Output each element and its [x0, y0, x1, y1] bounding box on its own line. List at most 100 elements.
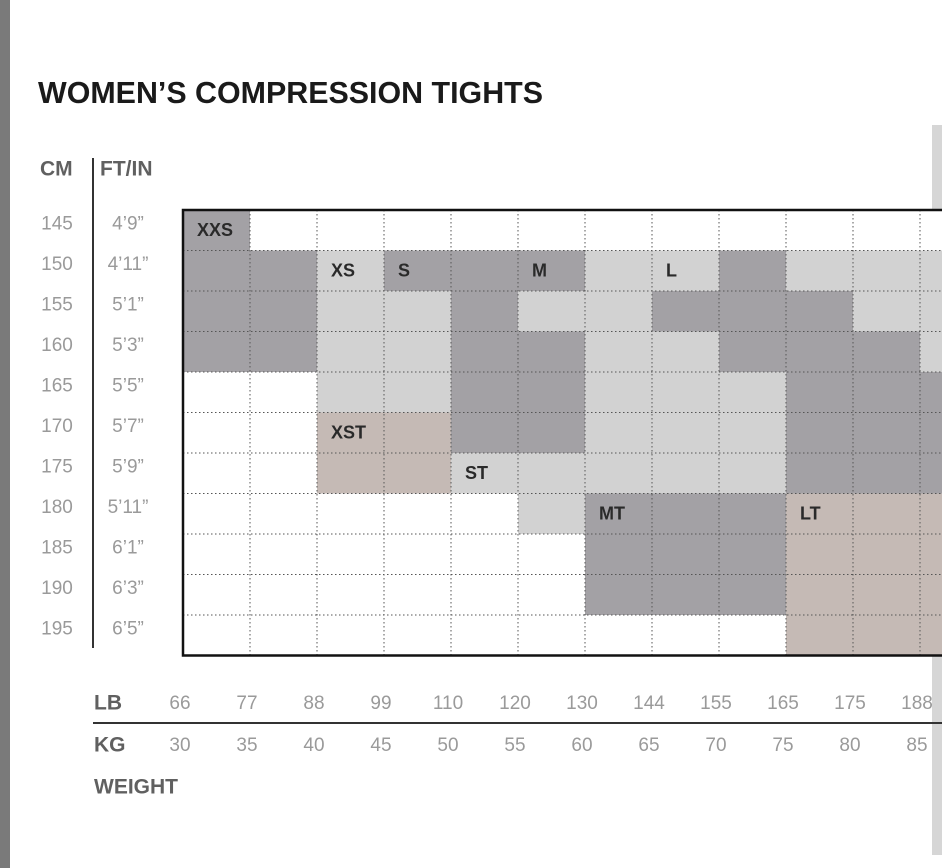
grid-cell [183, 291, 250, 332]
ftin-value: 6’1” [112, 537, 144, 558]
kg-value: 70 [705, 735, 726, 756]
ftin-value: 5’3” [112, 335, 144, 356]
grid-cell [183, 493, 250, 534]
grid-cell [384, 210, 451, 251]
grid-cell [920, 331, 942, 372]
grid-cell [183, 615, 250, 656]
lb-value: 155 [700, 693, 732, 714]
kg-value: 35 [236, 735, 257, 756]
grid-cell [451, 453, 518, 494]
grid-cell [250, 210, 317, 251]
grid-cell [920, 453, 942, 494]
ftin-value: 6’5” [112, 618, 144, 639]
kg-label: KG [94, 734, 126, 757]
size-label: L [666, 261, 677, 281]
kg-value: 65 [638, 735, 659, 756]
grid-cell [250, 615, 317, 656]
kg-value: 60 [571, 735, 592, 756]
ftin-value: 5’7” [112, 416, 144, 437]
kg-value: 85 [906, 735, 927, 756]
grid-cell [920, 534, 942, 575]
grid-cell [719, 615, 786, 656]
ftin-value: 4’9” [112, 213, 144, 234]
lb-value: 175 [834, 693, 866, 714]
grid-cell [853, 574, 920, 615]
grid-cell [384, 534, 451, 575]
grid-cell [719, 372, 786, 413]
grid-cell [920, 615, 942, 656]
cm-value: 175 [41, 456, 73, 477]
grid-cell [585, 331, 652, 372]
grid-cell [585, 291, 652, 332]
grid-cell [250, 250, 317, 291]
lb-value: 77 [236, 693, 257, 714]
grid-cell [719, 493, 786, 534]
grid-cell [853, 291, 920, 332]
grid-cell [853, 250, 920, 291]
grid-cell [317, 453, 384, 494]
grid-cell [317, 615, 384, 656]
size-grid [181, 208, 942, 657]
grid-cell [250, 291, 317, 332]
grid-cell [518, 250, 585, 291]
grid-cell [786, 291, 853, 332]
grid-cell [451, 493, 518, 534]
grid-cell [853, 453, 920, 494]
grid-cell [652, 291, 719, 332]
title: WOMEN’S COMPRESSION TIGHTS [38, 75, 543, 110]
grid-cell [451, 250, 518, 291]
grid-cell [183, 574, 250, 615]
grid-cell [518, 574, 585, 615]
grid-cell [853, 210, 920, 251]
grid-cell [652, 210, 719, 251]
grid-cell [451, 574, 518, 615]
cm-value: 170 [41, 416, 73, 437]
size-label: M [532, 261, 547, 281]
grid-cell [920, 493, 942, 534]
size-label: XS [331, 261, 355, 281]
grid-cell [250, 574, 317, 615]
grid-cell [451, 534, 518, 575]
cm-value: 150 [41, 254, 73, 275]
grid-cell [853, 493, 920, 534]
grid-cell [317, 534, 384, 575]
lb-value: 188 [901, 693, 933, 714]
grid-border [181, 208, 942, 657]
grid-cell [853, 534, 920, 575]
grid-cell [786, 412, 853, 453]
size-label: XST [331, 423, 366, 443]
grid-cell [518, 210, 585, 251]
grid-cell [719, 291, 786, 332]
grid-cell [183, 534, 250, 575]
grid-cell [451, 331, 518, 372]
lb-label: LB [94, 692, 122, 715]
ftin-value: 5’5” [112, 375, 144, 396]
grid-cell [317, 210, 384, 251]
grid-cell [786, 574, 853, 615]
lb-value: 165 [767, 693, 799, 714]
grid-cell [585, 493, 652, 534]
grid-cell [652, 412, 719, 453]
grid-cell [652, 534, 719, 575]
grid-cell [652, 574, 719, 615]
weight-label: WEIGHT [94, 776, 178, 799]
grid-cell [585, 372, 652, 413]
grid-cell [652, 331, 719, 372]
grid-cell [518, 372, 585, 413]
kg-value: 55 [504, 735, 525, 756]
kg-value: 30 [169, 735, 190, 756]
grid-cell [317, 412, 384, 453]
grid-cell [719, 250, 786, 291]
grid-cell [719, 453, 786, 494]
grid-cell [853, 331, 920, 372]
grid-cell [518, 412, 585, 453]
grid-cell [719, 412, 786, 453]
grid-cell [250, 493, 317, 534]
ftin-header: FT/IN [100, 158, 153, 181]
ftin-value: 6’3” [112, 578, 144, 599]
grid-cell [853, 372, 920, 413]
grid-cell [384, 615, 451, 656]
size-label: LT [800, 504, 821, 524]
grid-cell [786, 331, 853, 372]
grid-cell [250, 453, 317, 494]
